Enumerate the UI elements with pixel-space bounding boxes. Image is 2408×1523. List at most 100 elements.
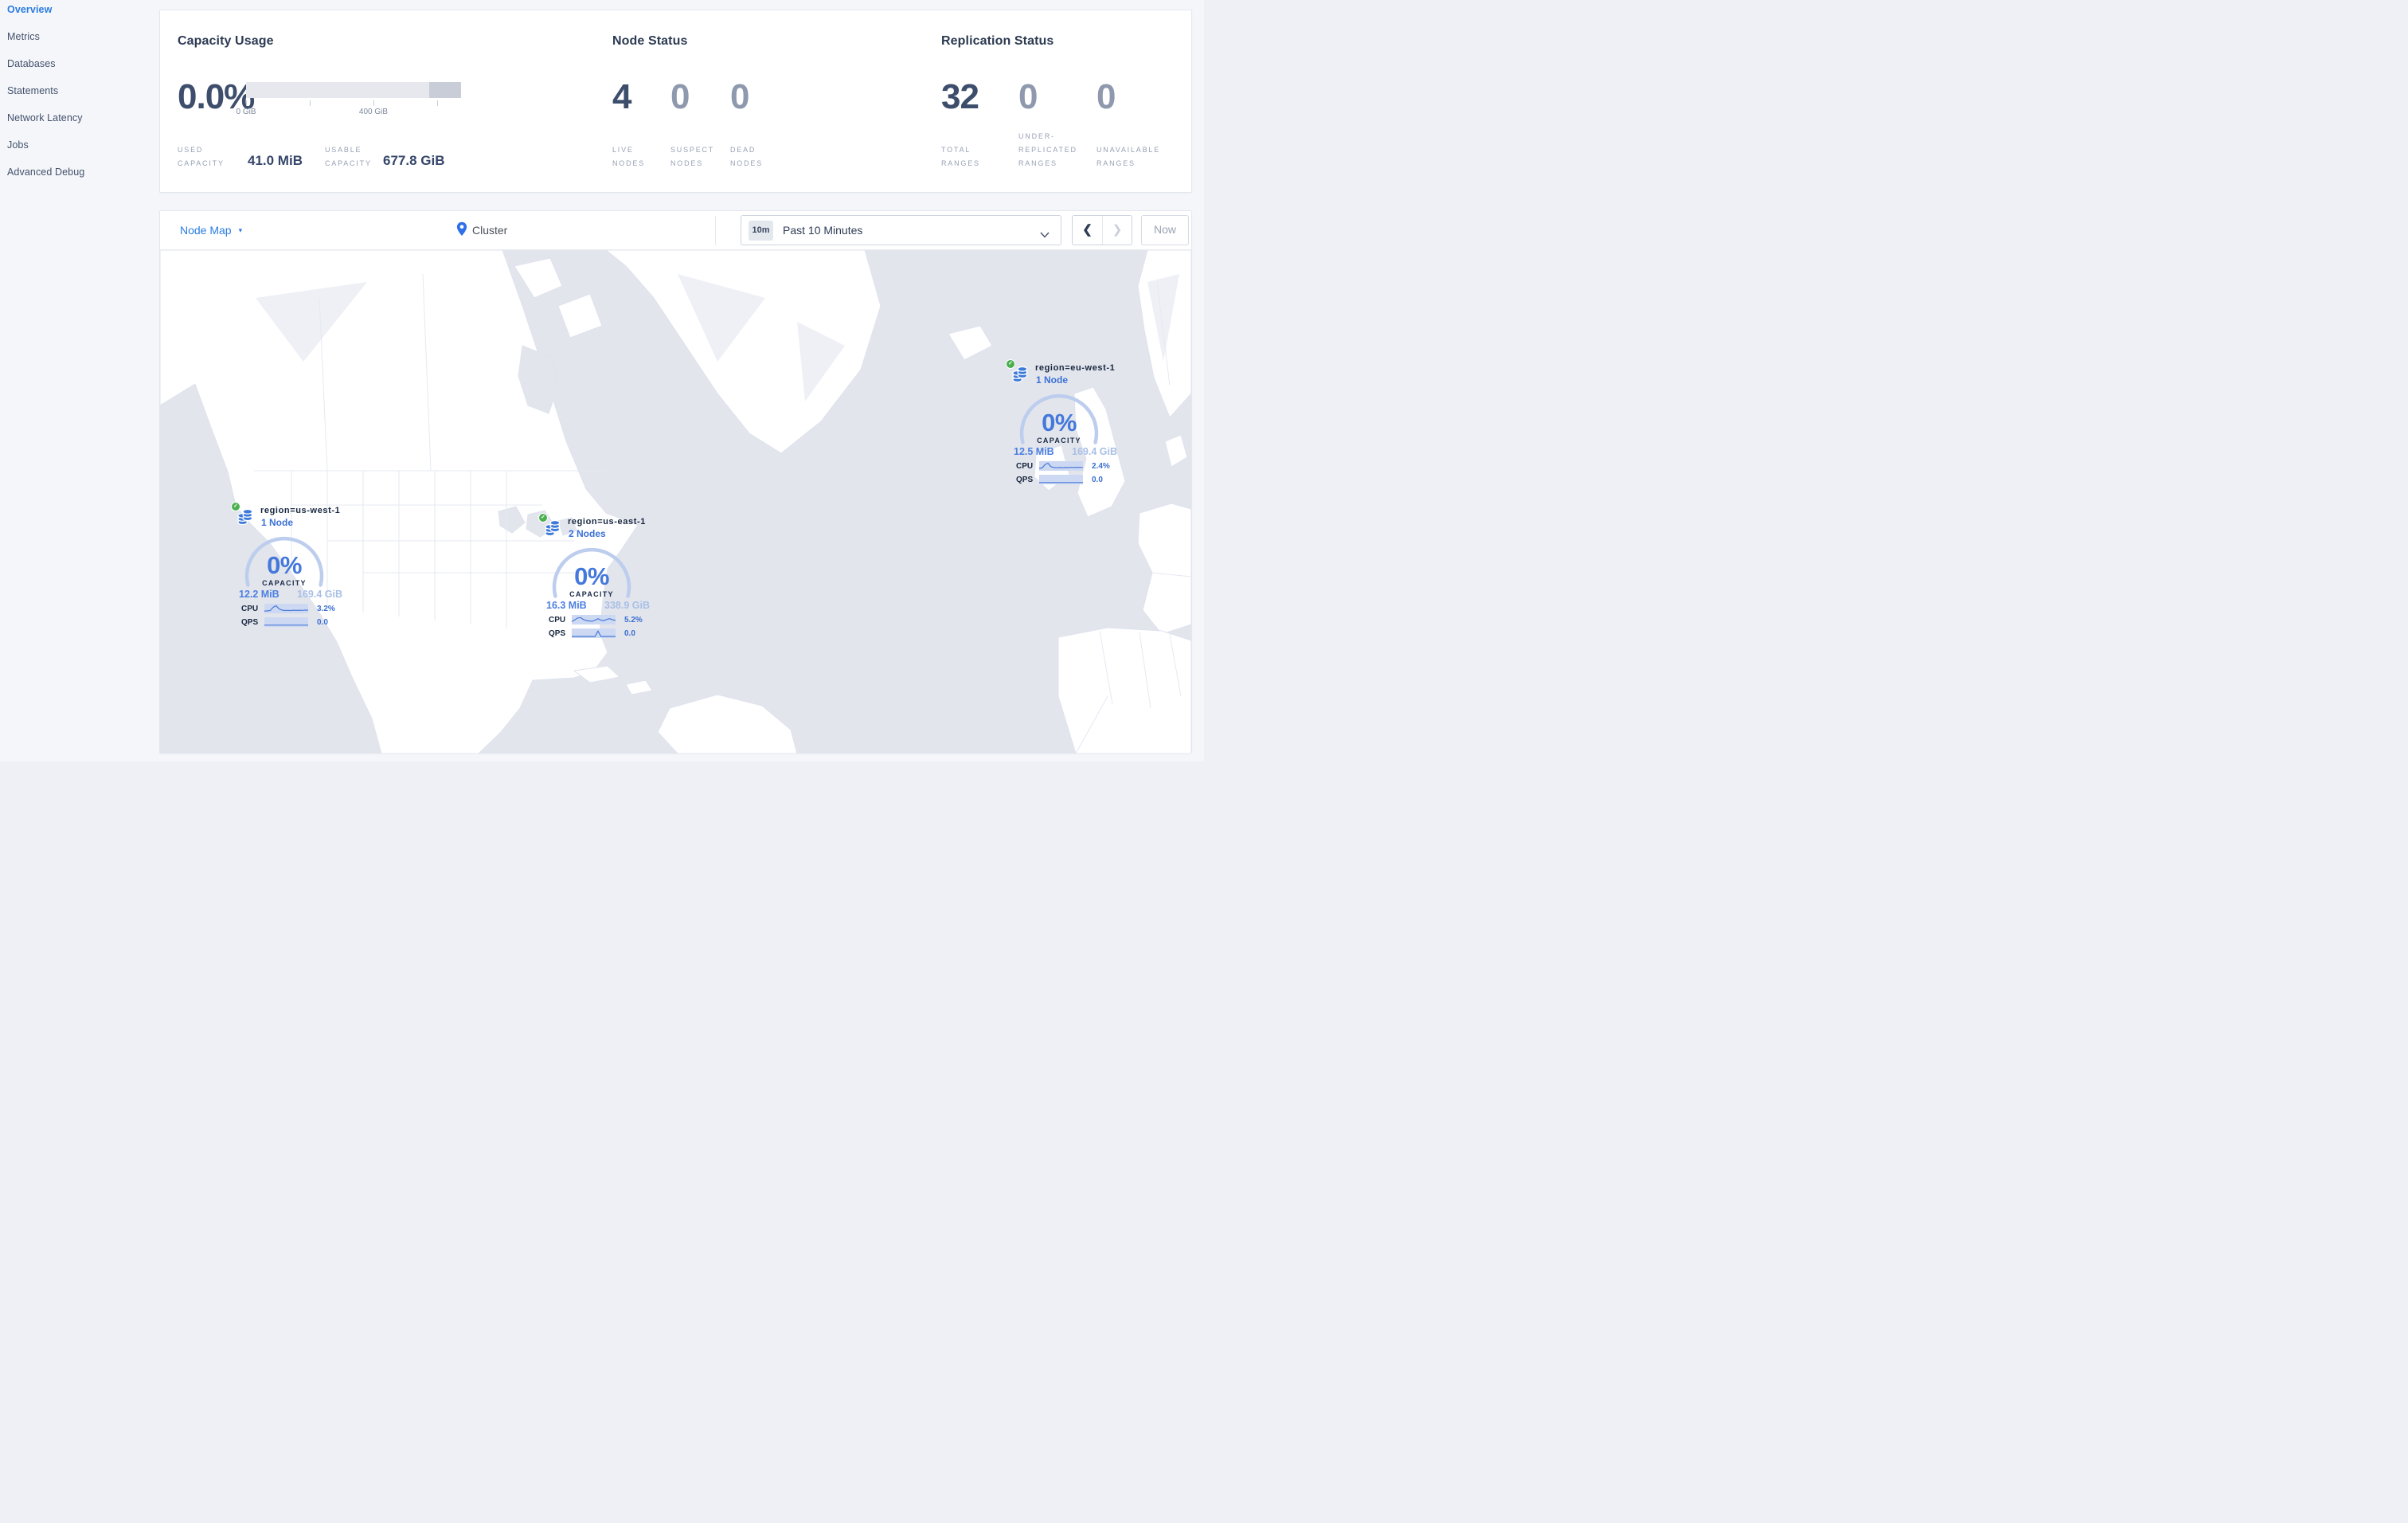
region-title[interactable]: region=us-east-1: [568, 517, 646, 527]
time-range-badge: 10m: [749, 221, 773, 241]
unavailable-ranges-label: UNAVAILABLE RANGES: [1096, 146, 1160, 167]
sidebar-item-statements[interactable]: Statements: [7, 85, 59, 96]
healthy-check-icon: ✓: [538, 513, 548, 523]
capacity-axis-tick: [373, 100, 374, 106]
cpu-label: CPU: [549, 616, 566, 624]
replication-status-title: Replication Status: [941, 34, 1054, 48]
region-used-capacity: 12.5 MiB: [1014, 446, 1054, 457]
qps-sparkline: [1039, 475, 1083, 484]
healthy-check-icon: ✓: [1006, 359, 1015, 369]
qps-value: 0.0: [317, 618, 328, 627]
capacity-bar-reserved-segment: [429, 82, 461, 98]
capacity-gauge-label: CAPACITY: [1037, 437, 1081, 444]
capacity-gauge-label: CAPACITY: [569, 590, 614, 598]
capacity-usage-title: Capacity Usage: [178, 34, 274, 48]
breadcrumb-cluster[interactable]: Cluster: [472, 224, 508, 237]
sidebar: Overview Metrics Databases Statements Ne…: [0, 0, 159, 762]
used-capacity-label: USED CAPACITY: [178, 146, 225, 167]
capacity-usage-percent: 0.0%: [178, 77, 255, 116]
region-nodes-link[interactable]: 1 Node: [1036, 374, 1069, 386]
cpu-value: 2.4%: [1092, 462, 1110, 471]
used-capacity-value: 41.0 MiB: [248, 153, 303, 168]
dead-nodes-label: DEAD NODES: [730, 146, 764, 167]
capacity-axis-tick: [246, 100, 247, 106]
location-pin-icon: [456, 221, 467, 241]
database-nodes-icon: [237, 508, 253, 530]
time-range-select[interactable]: 10m Past 10 Minutes: [741, 215, 1061, 245]
view-selector-dropdown[interactable]: Node Map ▾: [180, 224, 242, 237]
now-button[interactable]: Now: [1141, 215, 1189, 245]
unavailable-ranges-count: 0: [1096, 77, 1116, 116]
under-replicated-ranges-count: 0: [1018, 77, 1038, 116]
capacity-gauge-percent: 0%: [1042, 409, 1077, 437]
node-map-toolbar: Node Map ▾ Cluster 10m Past 10 Minutes ❮ …: [160, 211, 1191, 250]
healthy-check-icon: ✓: [231, 502, 240, 511]
region-total-capacity: 338.9 GiB: [604, 600, 650, 611]
database-nodes-icon: [545, 519, 561, 541]
node-status-title: Node Status: [612, 34, 688, 48]
region-nodes-link[interactable]: 2 Nodes: [569, 528, 606, 539]
region-title[interactable]: region=us-west-1: [260, 506, 341, 515]
capacity-axis-tick: [437, 100, 438, 106]
qps-sparkline: [572, 628, 616, 638]
database-nodes-icon: [1012, 366, 1028, 387]
region-used-capacity: 12.2 MiB: [239, 589, 280, 600]
node-map-card: Node Map ▾ Cluster 10m Past 10 Minutes ❮ …: [159, 210, 1192, 754]
capacity-gauge-label: CAPACITY: [262, 579, 307, 587]
live-nodes-count: 4: [612, 77, 632, 116]
capacity-gauge-percent: 0%: [574, 562, 609, 590]
cpu-sparkline: [264, 604, 308, 613]
region-total-capacity: 169.4 GiB: [1072, 446, 1117, 457]
cluster-summary-card: Capacity Usage 0.0% 0 GiB 400 GiB USED C…: [159, 10, 1192, 193]
time-window-arrows: ❮ ❯: [1072, 215, 1132, 245]
suspect-nodes-label: SUSPECT NODES: [670, 146, 715, 167]
cluster-overview-page: Overview Metrics Databases Statements Ne…: [0, 0, 1204, 762]
region-total-capacity: 169.4 GiB: [297, 589, 342, 600]
capacity-gauge-arc: [243, 534, 326, 621]
dead-nodes-count: 0: [730, 77, 750, 116]
sidebar-item-overview[interactable]: Overview: [7, 4, 53, 15]
time-back-button[interactable]: ❮: [1082, 223, 1093, 237]
capacity-axis-tick: [310, 100, 311, 106]
region-marker-eu-west-1: ✓ region=eu-west-1 1 Node 0: [1006, 359, 1125, 488]
live-nodes-label: LIVE NODES: [612, 146, 646, 167]
region-nodes-link[interactable]: 1 Node: [261, 517, 294, 528]
region-marker-us-east-1: ✓ region=us-east-1 2 Nodes: [538, 513, 658, 642]
sidebar-item-network-latency[interactable]: Network Latency: [7, 112, 83, 123]
capacity-gauge-arc: [550, 546, 633, 632]
capacity-gauge-arc: [1018, 392, 1100, 479]
region-used-capacity: 16.3 MiB: [546, 600, 587, 611]
qps-value: 0.0: [1092, 476, 1103, 484]
caret-down-icon: ▾: [238, 226, 243, 234]
usable-capacity-value: 677.8 GiB: [383, 153, 445, 168]
qps-value: 0.0: [624, 629, 635, 638]
under-replicated-ranges-label: UNDER- REPLICATED RANGES: [1018, 132, 1077, 167]
sidebar-item-advanced-debug[interactable]: Advanced Debug: [7, 166, 85, 178]
time-range-value: Past 10 Minutes: [783, 224, 863, 237]
suspect-nodes-count: 0: [670, 77, 690, 116]
total-ranges-label: TOTAL RANGES: [941, 146, 980, 167]
cpu-sparkline: [1039, 461, 1083, 471]
capacity-gauge-percent: 0%: [267, 551, 302, 579]
cpu-sparkline: [572, 615, 616, 624]
world-map-svg: [160, 250, 1191, 754]
region-title[interactable]: region=eu-west-1: [1035, 363, 1116, 373]
total-ranges-count: 32: [941, 77, 979, 116]
cpu-value: 3.2%: [317, 605, 335, 613]
cpu-value: 5.2%: [624, 616, 643, 624]
qps-label: QPS: [1016, 476, 1034, 484]
time-forward-button[interactable]: ❯: [1102, 216, 1132, 245]
capacity-tick-label-400: 400 GiB: [358, 108, 389, 116]
qps-label: QPS: [549, 629, 566, 638]
cpu-label: CPU: [1016, 462, 1034, 471]
chevron-down-icon: [1040, 228, 1050, 242]
capacity-tick-label-0: 0 GiB: [236, 108, 256, 116]
sidebar-item-databases[interactable]: Databases: [7, 58, 56, 69]
sidebar-item-jobs[interactable]: Jobs: [7, 139, 29, 151]
sidebar-item-metrics[interactable]: Metrics: [7, 31, 40, 42]
view-selector-label: Node Map: [180, 224, 232, 237]
region-marker-us-west-1: ✓ region=us-west-1 1 Node 0: [231, 502, 350, 631]
cpu-label: CPU: [241, 605, 259, 613]
qps-label: QPS: [241, 618, 259, 627]
capacity-usage-bar: [246, 82, 461, 98]
